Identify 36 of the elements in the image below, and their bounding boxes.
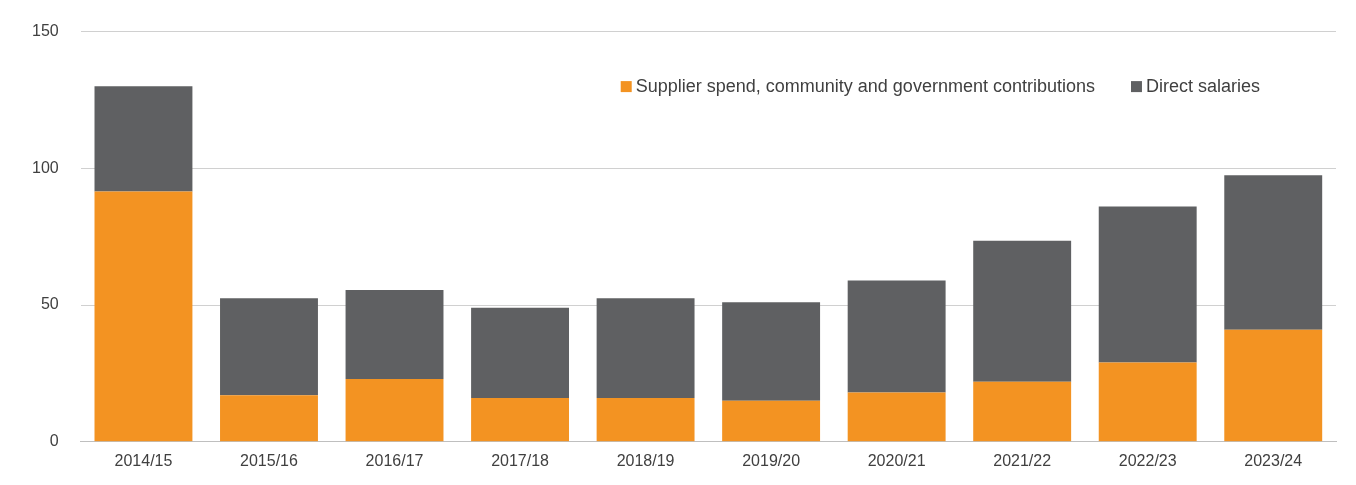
- bar: [471, 398, 570, 442]
- bar: [1098, 362, 1197, 442]
- bar: [1224, 329, 1323, 442]
- bar: [345, 290, 444, 379]
- legend-label: Direct salaries: [1145, 75, 1260, 96]
- bar: [1224, 175, 1323, 330]
- bar: [94, 86, 193, 192]
- x-tick-label: 2020/21: [867, 451, 926, 469]
- y-tick-label: 0: [49, 432, 59, 450]
- y-tick-label: 50: [40, 295, 59, 313]
- legend-label: Supplier spend, community and government contributions: [635, 75, 1095, 96]
- x-tick-label: 2015/16: [240, 451, 299, 469]
- bar: [847, 392, 946, 442]
- bar: [345, 378, 444, 442]
- bar: [973, 381, 1072, 442]
- x-tick-label: 2017/18: [491, 451, 550, 469]
- x-tick-label: 2023/24: [1244, 451, 1303, 469]
- bar: [220, 298, 318, 396]
- x-tick-label: 2018/19: [616, 451, 675, 469]
- bar: [471, 307, 570, 399]
- bar: [94, 191, 193, 442]
- bar: [722, 302, 821, 401]
- bar: [847, 280, 946, 393]
- x-tick-label: 2014/15: [114, 451, 173, 469]
- bar: [1098, 206, 1197, 363]
- x-tick-label: 2022/23: [1118, 451, 1177, 469]
- bar: [722, 400, 821, 442]
- bar: [596, 398, 695, 442]
- bar: [973, 240, 1072, 382]
- x-tick-label: 2016/17: [365, 451, 424, 469]
- bar: [220, 395, 318, 442]
- bar: [596, 298, 695, 399]
- x-tick-label: 2019/20: [742, 451, 801, 469]
- x-tick-label: 2021/22: [993, 451, 1052, 469]
- y-tick-label: 150: [31, 22, 59, 40]
- y-tick-label: 100: [31, 158, 59, 176]
